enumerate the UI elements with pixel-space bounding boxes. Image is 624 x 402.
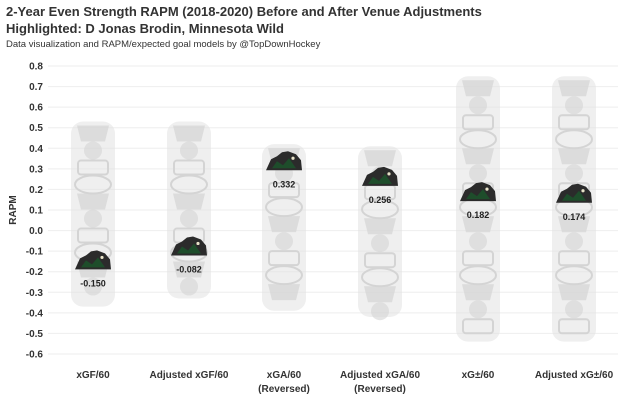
ghost-team-logo — [268, 284, 300, 301]
x-category-label: Adjusted xGF/60 — [150, 370, 229, 381]
x-category-label: (Reversed) — [354, 384, 406, 395]
ghost-team-logo — [84, 209, 102, 228]
highlight-wild-logo — [171, 236, 207, 256]
wild-logo-mountains — [81, 257, 105, 268]
ghost-team-logo — [364, 218, 396, 235]
ghost-team-logo — [364, 286, 396, 303]
ghost-team-logo — [364, 150, 396, 167]
ghost-logo-column — [456, 76, 500, 342]
ghost-team-logo — [275, 232, 293, 251]
ghost-team-logo — [469, 232, 487, 251]
wild-logo-eye — [581, 189, 585, 193]
highlight-wild-logo — [75, 250, 111, 270]
y-tick-label: 0.6 — [29, 103, 43, 114]
ghost-team-logo — [565, 300, 583, 319]
y-tick-label: 0.0 — [29, 226, 43, 237]
chart-credit: Data visualization and RAPM/expected goa… — [6, 39, 321, 50]
x-category-label: xGF/60 — [76, 370, 110, 381]
ghost-team-logo — [462, 284, 494, 301]
ghost-team-logo — [173, 261, 205, 278]
highlight-wild-logo — [362, 166, 398, 186]
wild-logo-eye — [291, 156, 295, 160]
ghost-team-logo — [558, 80, 590, 97]
x-category-label: Adjusted xGA/60 — [340, 370, 420, 381]
y-tick-label: -0.2 — [26, 267, 44, 278]
wild-logo-mountains — [562, 190, 586, 201]
ghost-team-logo — [462, 318, 494, 335]
ghost-team-logo — [558, 114, 590, 131]
ghost-team-logo — [462, 80, 494, 97]
wild-logo-mountains — [368, 173, 392, 184]
ghost-team-logo — [558, 216, 590, 233]
x-category-label: xG±/60 — [462, 370, 495, 381]
wild-logo-mountains — [272, 158, 296, 169]
data-label: -0.082 — [176, 264, 202, 274]
data-label: 0.182 — [467, 210, 490, 220]
ghost-team-logo — [558, 284, 590, 301]
y-tick-label: -0.6 — [26, 350, 44, 361]
ghost-team-logo — [77, 125, 109, 142]
ghost-team-logo — [371, 302, 389, 321]
ghost-team-logo — [84, 141, 102, 160]
y-axis-label: RAPM — [8, 195, 19, 224]
ghost-team-logo — [173, 193, 205, 210]
chart-subtitle: Highlighted: D Jonas Brodin, Minnesota W… — [6, 21, 284, 36]
x-category-label: xGA/60 — [267, 370, 302, 381]
y-tick-label: 0.1 — [29, 206, 43, 217]
ghost-team-logo — [565, 164, 583, 183]
y-tick-label: 0.4 — [29, 144, 43, 155]
ghost-logo-column — [552, 76, 596, 342]
ghost-team-logo — [173, 125, 205, 142]
y-tick-label: 0.8 — [29, 62, 43, 73]
ghost-team-logo — [371, 234, 389, 253]
ghost-team-logo — [469, 164, 487, 183]
ghost-logo-column — [358, 146, 402, 321]
wild-logo-eye — [485, 187, 489, 191]
wild-logo-eye — [100, 255, 104, 260]
ghost-logo-band — [552, 76, 596, 342]
data-label: 0.174 — [563, 212, 586, 222]
ghost-team-logo — [180, 209, 198, 228]
chart-title: 2-Year Even Strength RAPM (2018-2020) Be… — [6, 4, 482, 19]
highlight-wild-logo — [460, 182, 496, 202]
ghost-logo-column — [262, 144, 306, 311]
wild-logo-mountains — [177, 243, 201, 254]
y-tick-label: 0.7 — [29, 82, 43, 93]
x-category-label: (Reversed) — [258, 384, 310, 395]
ghost-logo-band — [456, 76, 500, 342]
ghost-team-logo — [565, 232, 583, 251]
ghost-team-logo — [462, 148, 494, 165]
ghost-team-logo — [558, 318, 590, 335]
ghost-team-logo — [558, 148, 590, 165]
data-label: -0.150 — [80, 278, 106, 288]
ghost-team-logo — [180, 141, 198, 160]
ghost-team-logo — [180, 277, 198, 296]
data-label: 0.332 — [273, 179, 296, 189]
y-tick-label: -0.1 — [26, 247, 44, 258]
wild-logo-eye — [196, 241, 200, 246]
y-tick-label: -0.5 — [26, 329, 44, 340]
ghost-team-logo — [462, 114, 494, 131]
y-tick-label: 0.2 — [29, 185, 43, 196]
highlight-wild-logo — [266, 151, 302, 171]
ghost-team-logo — [268, 216, 300, 233]
ghost-team-logo — [565, 96, 583, 115]
y-tick-label: 0.5 — [29, 123, 43, 134]
wild-logo-mountains — [466, 189, 490, 200]
x-category-label: Adjusted xG±/60 — [535, 370, 614, 381]
y-tick-label: -0.3 — [26, 288, 44, 299]
ghost-team-logo — [469, 96, 487, 115]
y-tick-label: 0.3 — [29, 164, 43, 175]
wild-logo-eye — [387, 172, 391, 176]
y-tick-label: -0.4 — [26, 308, 44, 319]
ghost-team-logo — [469, 300, 487, 319]
highlight-wild-logo — [556, 183, 592, 203]
data-label: 0.256 — [369, 195, 392, 205]
ghost-team-logo — [84, 277, 102, 296]
ghost-team-logo — [77, 193, 109, 210]
ghost-team-logo — [462, 216, 494, 233]
